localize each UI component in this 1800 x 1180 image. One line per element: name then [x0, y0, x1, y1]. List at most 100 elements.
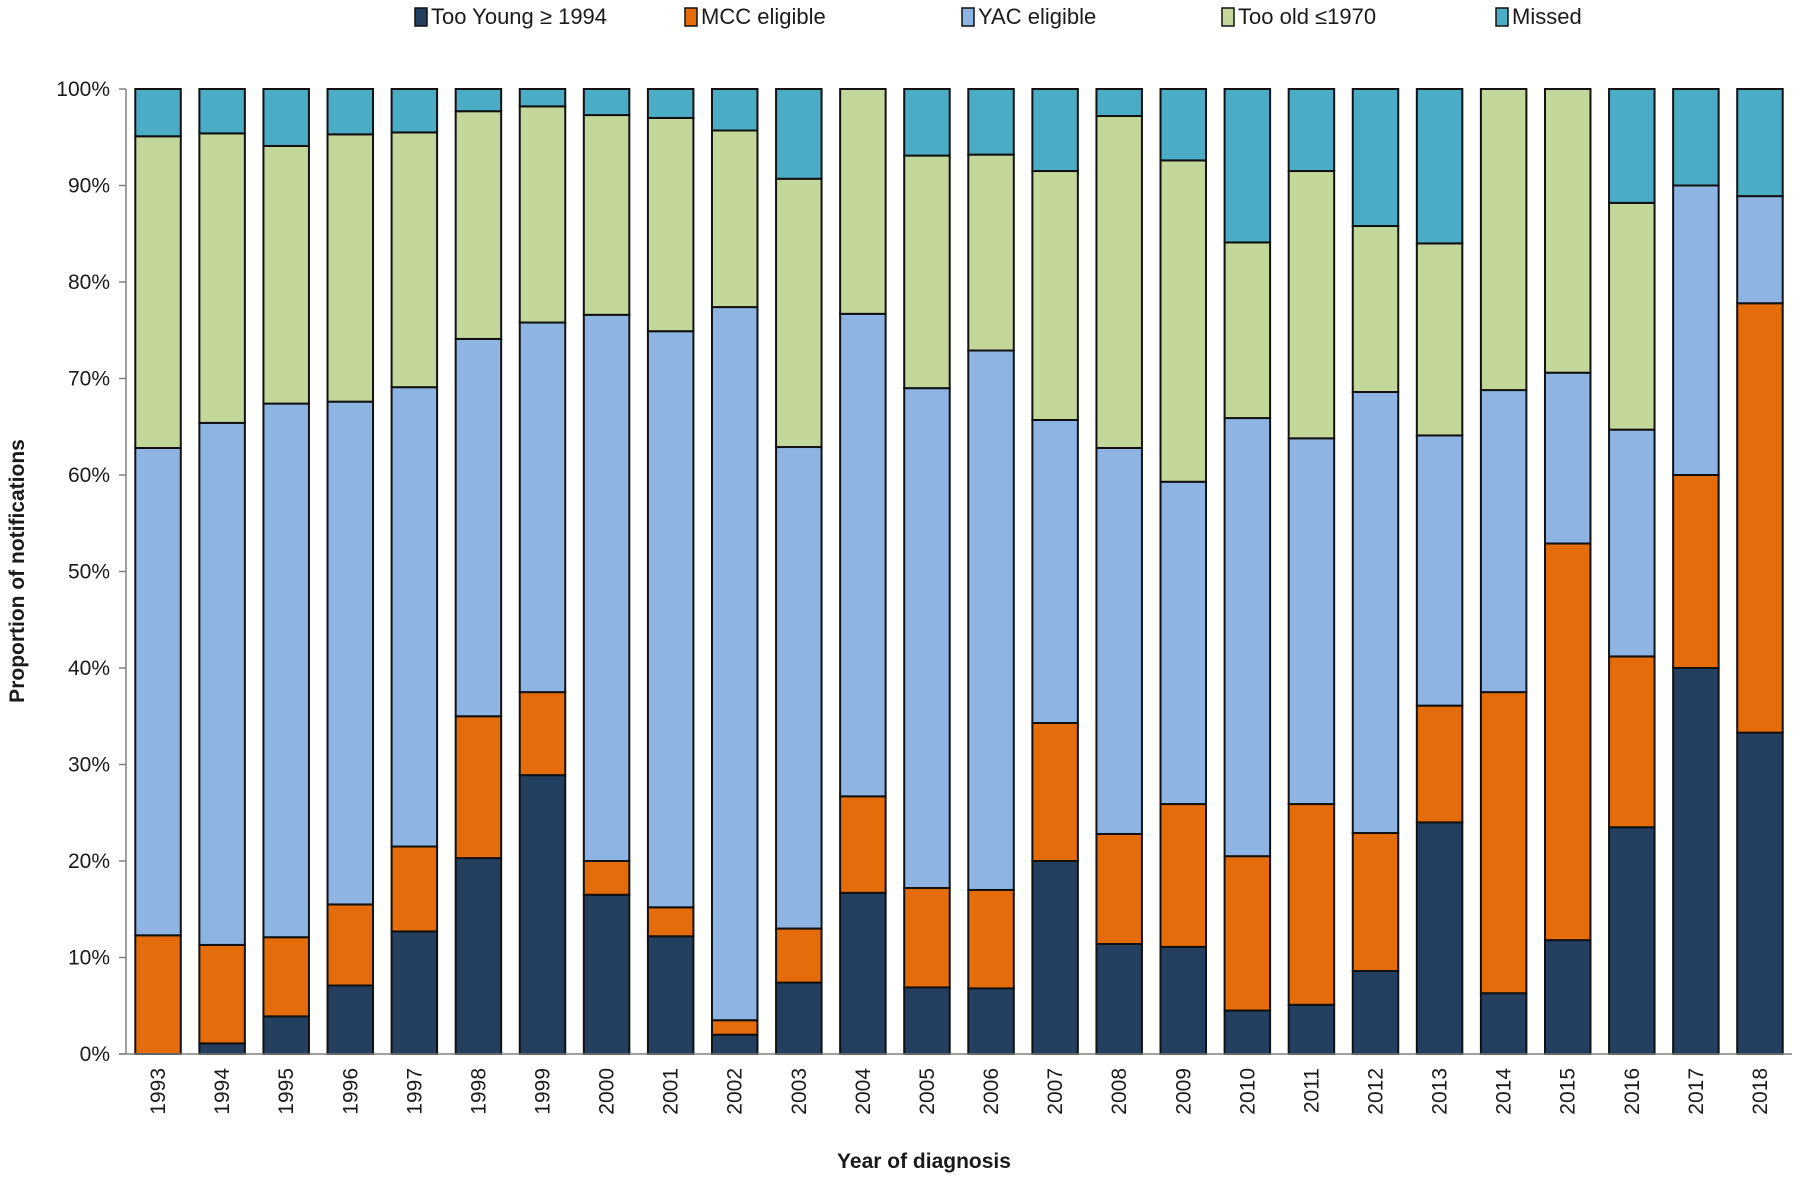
bar-segment-mcc-eligible — [1543, 542, 1592, 942]
bar-segment-mcc-eligible — [134, 934, 182, 1055]
bar-segment-too-old-1970 — [1031, 170, 1079, 421]
x-tick-label: 2013 — [1429, 1068, 1452, 1115]
bar-stack-1994 — [198, 88, 246, 1056]
bar-segment-too-young-1994 — [518, 774, 567, 1055]
bar-segment-missed — [390, 88, 439, 134]
bar-segment-yac-eligible — [1415, 434, 1464, 707]
bar-segment-too-young-1994 — [646, 935, 695, 1056]
legend-label: Too old ≤1970 — [1238, 4, 1376, 29]
bar-segment-yac-eligible — [1095, 446, 1143, 835]
x-tick-label: 2006 — [980, 1068, 1003, 1115]
bar-segment-missed — [326, 88, 375, 136]
bar-segment-yac-eligible — [1223, 417, 1272, 858]
bar-segment-too-old-1970 — [1543, 88, 1592, 374]
bar-segment-yac-eligible — [262, 402, 310, 939]
bar-segment-missed — [1095, 88, 1143, 118]
legend: Too Young ≥ 1994 MCC eligible YAC eligible… — [414, 4, 1582, 29]
bar-segment-mcc-eligible — [1351, 832, 1400, 973]
bar-stack-1996 — [326, 88, 375, 1055]
x-axis-title: Year of diagnosis — [837, 1150, 1011, 1173]
x-tick-label: 2014 — [1493, 1068, 1516, 1115]
bars — [134, 88, 1784, 1056]
x-tick-label: 2011 — [1300, 1068, 1323, 1113]
bar-segment-mcc-eligible — [1095, 832, 1143, 945]
bar-stack-2007 — [1031, 88, 1079, 1055]
bar-segment-too-old-1970 — [903, 154, 951, 390]
bar-segment-mcc-eligible — [646, 906, 695, 938]
x-tick-label: 2004 — [852, 1068, 875, 1115]
bar-segment-too-young-1994 — [1223, 1009, 1272, 1056]
bar-stack-2006 — [967, 88, 1015, 1056]
bar-segment-too-old-1970 — [646, 116, 695, 333]
bar-segment-mcc-eligible — [710, 1019, 759, 1036]
bar-stack-2013 — [1415, 88, 1464, 1056]
bar-segment-too-young-1994 — [1159, 945, 1208, 1056]
y-tick-label: 60% — [68, 464, 110, 487]
bar-segment-missed — [1415, 88, 1464, 245]
bar-segment-too-old-1970 — [710, 129, 759, 309]
bar-segment-too-old-1970 — [326, 133, 375, 403]
legend-label: Missed — [1512, 4, 1582, 29]
bar-segment-yac-eligible — [454, 337, 503, 718]
bar-segment-too-young-1994 — [839, 891, 887, 1055]
bar-stack-2003 — [775, 88, 823, 1056]
bar-segment-too-old-1970 — [454, 110, 503, 340]
bar-segment-too-young-1994 — [198, 1042, 246, 1056]
bar-segment-missed — [1223, 88, 1272, 244]
bar-segment-mcc-eligible — [454, 715, 503, 860]
y-tick-label: 30% — [68, 754, 110, 777]
bar-segment-yac-eligible — [1031, 418, 1079, 725]
legend-swatch — [684, 7, 698, 27]
y-tick-label: 40% — [68, 657, 110, 680]
bar-segment-missed — [518, 88, 567, 108]
x-tick-label: 2015 — [1557, 1068, 1580, 1115]
bar-segment-yac-eligible — [1543, 371, 1592, 545]
bar-segment-missed — [582, 88, 631, 117]
bar-stack-2002 — [710, 88, 759, 1055]
bar-segment-mcc-eligible — [1608, 655, 1656, 829]
legend-swatch — [1495, 7, 1509, 27]
y-tick-label: 50% — [68, 561, 110, 584]
x-tick-label: 2018 — [1749, 1068, 1772, 1115]
y-tick-label: 10% — [68, 947, 110, 970]
bar-segment-yac-eligible — [967, 349, 1015, 891]
bar-segment-too-old-1970 — [1287, 170, 1336, 440]
bar-stack-2014 — [1479, 88, 1528, 1056]
bar-stack-2015 — [1543, 88, 1592, 1056]
bar-segment-too-old-1970 — [1095, 115, 1143, 449]
bar-stack-2017 — [1672, 88, 1720, 1055]
bar-segment-too-young-1994 — [1736, 731, 1784, 1056]
bar-segment-too-old-1970 — [1479, 88, 1528, 392]
y-axis-title: Proportion of notifications — [6, 439, 29, 703]
bar-segment-too-old-1970 — [775, 177, 823, 449]
x-tick-label: 2008 — [1108, 1068, 1131, 1115]
x-tick-label: 2016 — [1621, 1068, 1644, 1115]
y-tick-label: 0% — [80, 1043, 110, 1066]
bar-segment-mcc-eligible — [390, 845, 439, 933]
bar-segment-too-old-1970 — [390, 131, 439, 389]
bar-segment-missed — [1672, 88, 1720, 187]
bar-segment-missed — [1608, 88, 1656, 204]
bar-segment-missed — [646, 88, 695, 119]
bar-segment-missed — [1159, 88, 1208, 162]
bar-segment-too-old-1970 — [967, 153, 1015, 352]
x-tick-label: 2003 — [788, 1068, 811, 1115]
bar-segment-too-young-1994 — [1543, 939, 1592, 1056]
bar-segment-yac-eligible — [1159, 480, 1208, 806]
bar-segment-yac-eligible — [326, 400, 375, 906]
bar-segment-yac-eligible — [1736, 195, 1784, 305]
bar-segment-too-old-1970 — [262, 144, 310, 405]
bar-segment-mcc-eligible — [903, 887, 951, 989]
bar-segment-yac-eligible — [518, 321, 567, 694]
bar-stack-2005 — [903, 88, 951, 1055]
bar-stack-2010 — [1223, 88, 1272, 1056]
bar-stack-1999 — [518, 88, 567, 1055]
bar-segment-yac-eligible — [903, 387, 951, 890]
y-tick-label: 80% — [68, 271, 110, 294]
bar-stack-1993 — [134, 88, 182, 1055]
bar-segment-mcc-eligible — [1223, 855, 1272, 1012]
bar-stack-2000 — [582, 88, 631, 1056]
bar-segment-too-young-1994 — [1608, 826, 1656, 1055]
x-tick-label: 2001 — [660, 1068, 683, 1115]
